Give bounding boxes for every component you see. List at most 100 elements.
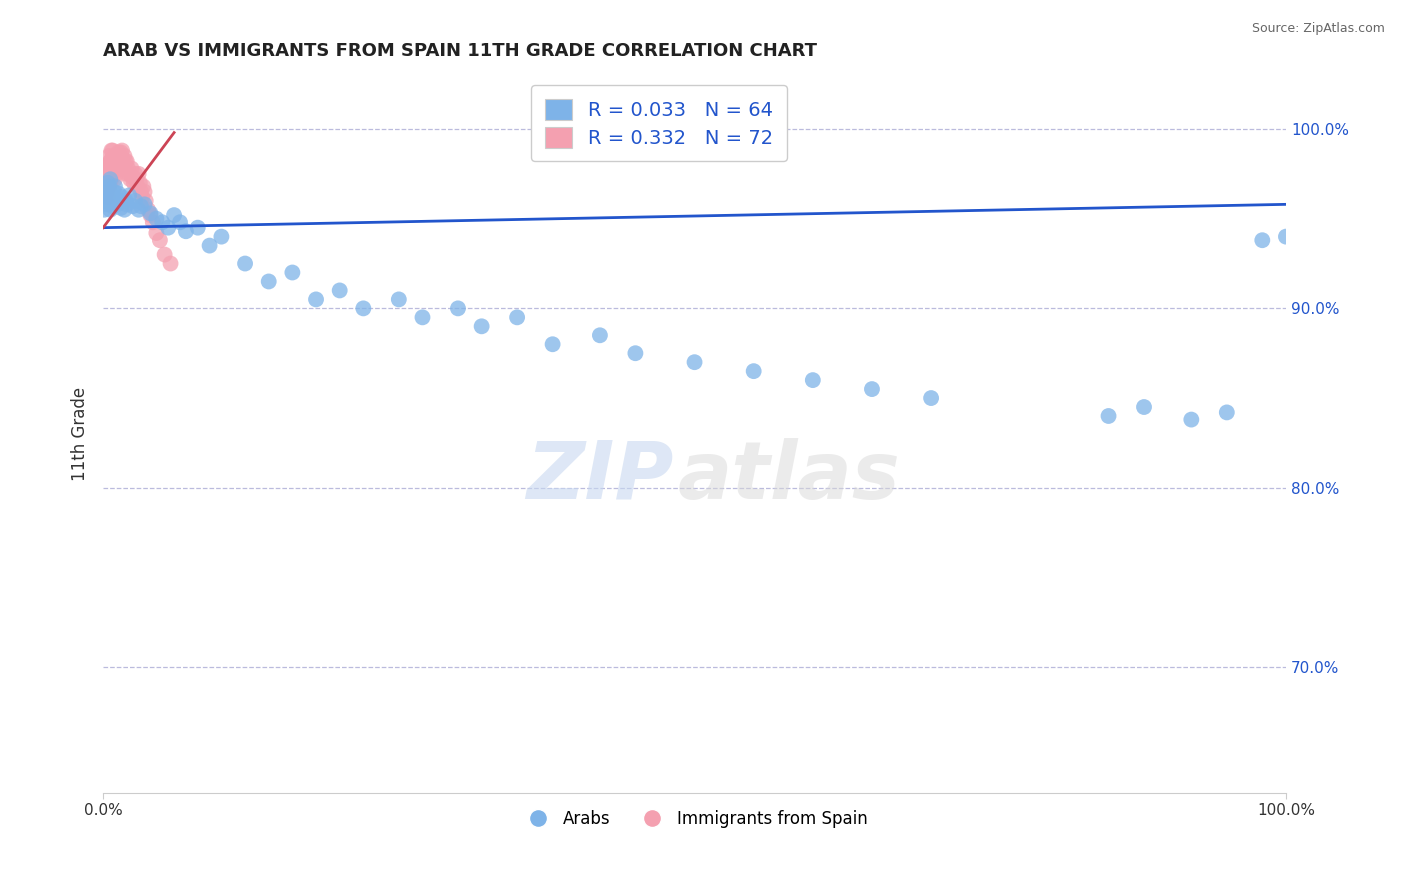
Point [541,337,564,351]
Point [94,167,117,181]
Point [105,161,128,176]
Point [96,185,118,199]
Point [97,190,120,204]
Point [142,215,165,229]
Point [105,167,128,181]
Point [110,201,132,215]
Point [93,202,115,217]
Point [98,167,121,181]
Point [94,194,117,208]
Point [93,179,115,194]
Point [281,265,304,279]
Point [115,154,138,169]
Point [159,256,181,270]
Point [118,188,141,202]
Point [112,154,135,169]
Point [174,224,197,238]
Point [128,176,150,190]
Point [121,199,143,213]
Point [105,197,128,211]
Point [145,226,167,240]
Point [1275,229,1298,244]
Point [101,144,124,158]
Point [136,202,159,217]
Point [132,179,155,194]
Point [110,145,132,160]
Legend: Arabs, Immigrants from Spain: Arabs, Immigrants from Spain [515,803,875,835]
Point [101,199,124,213]
Point [1251,233,1274,247]
Point [97,167,120,181]
Point [388,293,411,307]
Point [98,179,121,194]
Point [411,310,433,325]
Point [103,185,125,199]
Point [105,154,128,169]
Point [105,149,128,163]
Point [150,215,173,229]
Point [97,190,120,204]
Point [104,149,127,163]
Point [624,346,647,360]
Point [128,202,150,217]
Point [124,194,146,208]
Point [352,301,374,316]
Point [117,161,139,176]
Point [169,215,191,229]
Point [108,149,131,163]
Point [94,179,117,194]
Point [801,373,824,387]
Point [506,310,529,325]
Point [127,179,149,194]
Point [139,206,162,220]
Point [98,154,121,169]
Point [129,185,152,199]
Point [115,167,138,181]
Point [122,176,145,190]
Point [920,391,942,405]
Point [129,199,152,213]
Point [125,172,148,186]
Point [94,194,117,208]
Point [96,161,118,176]
Point [1216,405,1239,419]
Point [104,161,127,176]
Y-axis label: 11th Grade: 11th Grade [72,387,89,481]
Point [305,293,328,307]
Point [103,163,125,178]
Point [471,319,494,334]
Point [110,158,132,172]
Point [100,161,122,176]
Point [107,145,129,160]
Point [98,176,121,190]
Point [187,220,209,235]
Text: ZIP: ZIP [526,438,673,516]
Point [98,163,121,178]
Point [1133,400,1156,414]
Point [104,172,127,186]
Point [98,179,121,194]
Point [98,158,121,172]
Point [1097,409,1119,423]
Point [145,211,167,226]
Point [157,220,180,235]
Point [112,149,135,163]
Point [96,197,118,211]
Point [111,144,134,158]
Point [134,185,156,199]
Point [97,158,120,172]
Point [153,247,176,261]
Point [329,284,352,298]
Point [742,364,765,378]
Point [121,170,143,185]
Point [124,167,146,181]
Point [860,382,883,396]
Point [209,229,232,244]
Point [107,158,129,172]
Point [131,190,153,204]
Point [98,172,121,186]
Point [107,186,129,201]
Point [93,172,115,186]
Point [101,167,124,181]
Point [98,202,121,217]
